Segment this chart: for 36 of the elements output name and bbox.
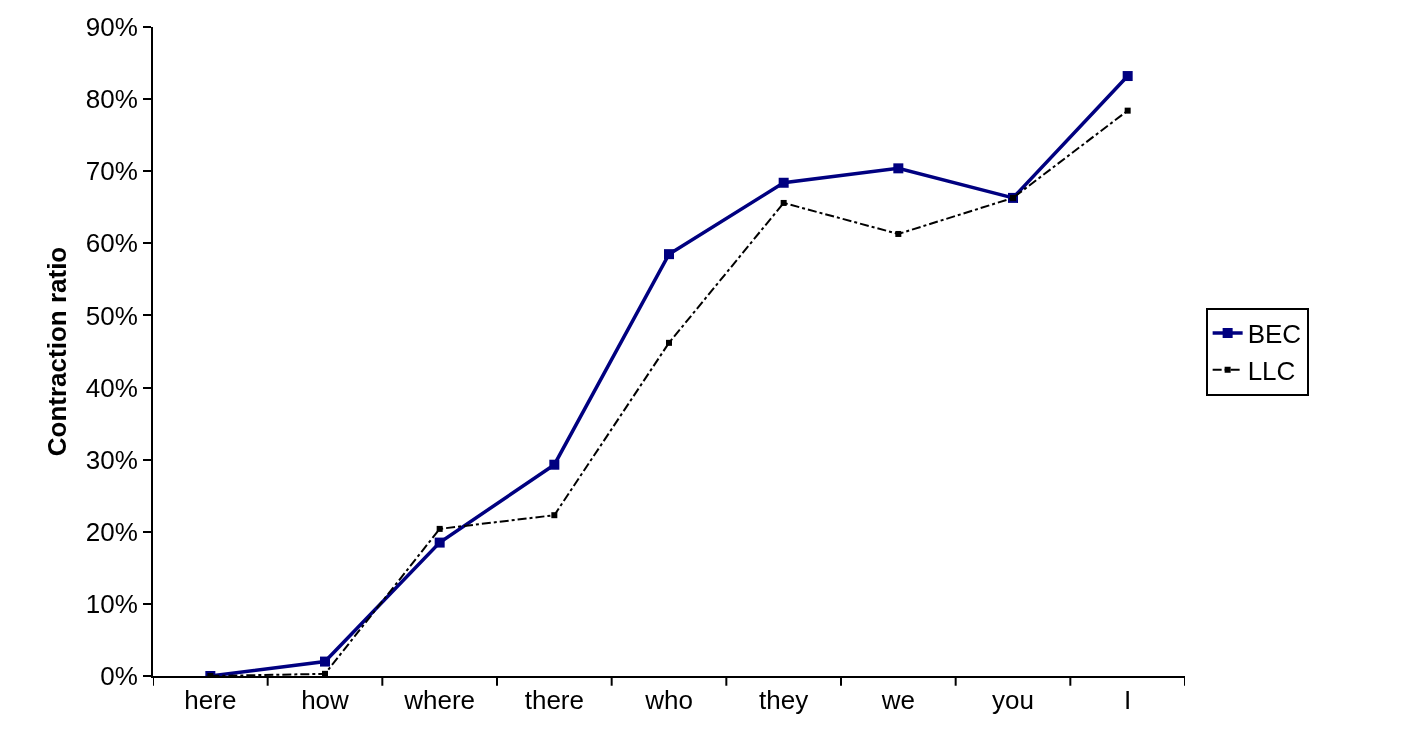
point bbox=[549, 459, 560, 470]
point bbox=[780, 199, 787, 206]
point bbox=[666, 339, 672, 346]
point bbox=[322, 670, 328, 676]
point bbox=[1122, 71, 1133, 82]
y-tick-label: 80% bbox=[85, 84, 138, 115]
legend-label: LLC bbox=[1247, 355, 1296, 386]
point bbox=[1124, 107, 1131, 114]
x-tick-label: who bbox=[644, 685, 693, 716]
y-tick-label: 10% bbox=[85, 588, 138, 619]
point bbox=[320, 656, 330, 667]
point bbox=[895, 230, 902, 237]
y-tick-label: 30% bbox=[85, 444, 138, 475]
point bbox=[778, 177, 789, 188]
legend-label: BEC bbox=[1247, 319, 1302, 350]
point bbox=[436, 525, 443, 532]
y-tick-label: 20% bbox=[85, 516, 138, 547]
y-tick-label: 60% bbox=[85, 228, 138, 259]
x-tick-label: there bbox=[524, 685, 584, 716]
point bbox=[434, 537, 445, 548]
x-tick-label: how bbox=[301, 685, 350, 716]
y-tick-label: 40% bbox=[85, 372, 138, 403]
point bbox=[893, 163, 904, 174]
point bbox=[664, 249, 674, 260]
x-tick-label: you bbox=[992, 685, 1034, 716]
x-tick-label: they bbox=[759, 685, 809, 716]
x-tick-label: I bbox=[1124, 685, 1132, 716]
x-tick-label: we bbox=[880, 685, 915, 716]
x-tick-label: where bbox=[403, 685, 476, 716]
y-tick-label: 90% bbox=[85, 12, 138, 43]
y-axis-title: Contraction ratio bbox=[41, 246, 72, 457]
y-tick-label: 50% bbox=[85, 300, 138, 331]
y-tick-label: 0% bbox=[100, 661, 138, 692]
y-tick-label: 70% bbox=[85, 156, 138, 187]
point bbox=[551, 512, 558, 519]
x-tick-label: here bbox=[184, 685, 237, 716]
